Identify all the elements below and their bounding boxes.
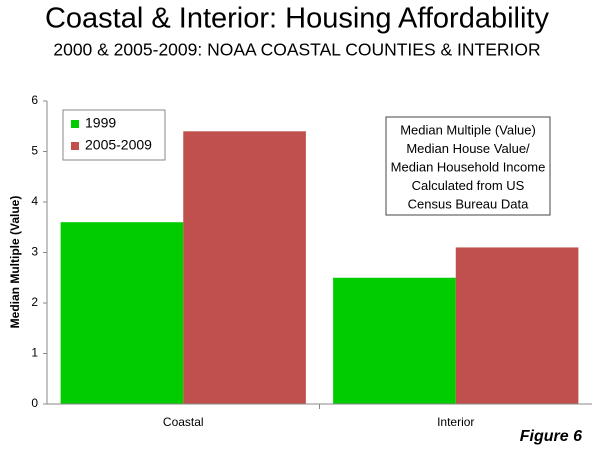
bar <box>333 277 456 404</box>
y-tick-label: 6 <box>31 93 38 107</box>
chart-title: Coastal & Interior: Housing Affordabilit… <box>45 3 550 35</box>
bar <box>60 222 184 404</box>
annotation-line: Median House Value/ <box>406 141 530 156</box>
y-axis-label: Median Multiple (Value) <box>8 196 22 329</box>
legend-box <box>62 109 166 161</box>
annotation-line: Calculated from US <box>412 178 525 193</box>
y-tick-label: 0 <box>31 396 38 410</box>
chart-subtitle: 2000 & 2005-2009: NOAA COASTAL COUNTIES … <box>53 40 540 60</box>
y-tick-label: 5 <box>31 144 38 158</box>
bar <box>183 131 306 405</box>
legend-swatch <box>71 142 79 150</box>
x-tick-label: Interior <box>437 415 474 429</box>
y-tick-label: 4 <box>31 194 38 208</box>
legend-label: 1999 <box>85 115 116 131</box>
y-tick-label: 1 <box>31 346 38 360</box>
x-tick-label: Coastal <box>163 415 204 429</box>
annotation-line: Median Household Income <box>391 159 546 174</box>
legend-swatch <box>71 120 79 128</box>
y-tick-label: 2 <box>31 295 38 309</box>
figure-label: Figure 6 <box>520 428 582 445</box>
annotation-line: Census Bureau Data <box>408 196 529 211</box>
y-tick-label: 3 <box>31 245 38 259</box>
legend-label: 2005-2009 <box>85 137 152 153</box>
annotation-line: Median Multiple (Value) <box>400 122 536 137</box>
annotation-box <box>385 116 551 216</box>
bar <box>455 247 579 404</box>
